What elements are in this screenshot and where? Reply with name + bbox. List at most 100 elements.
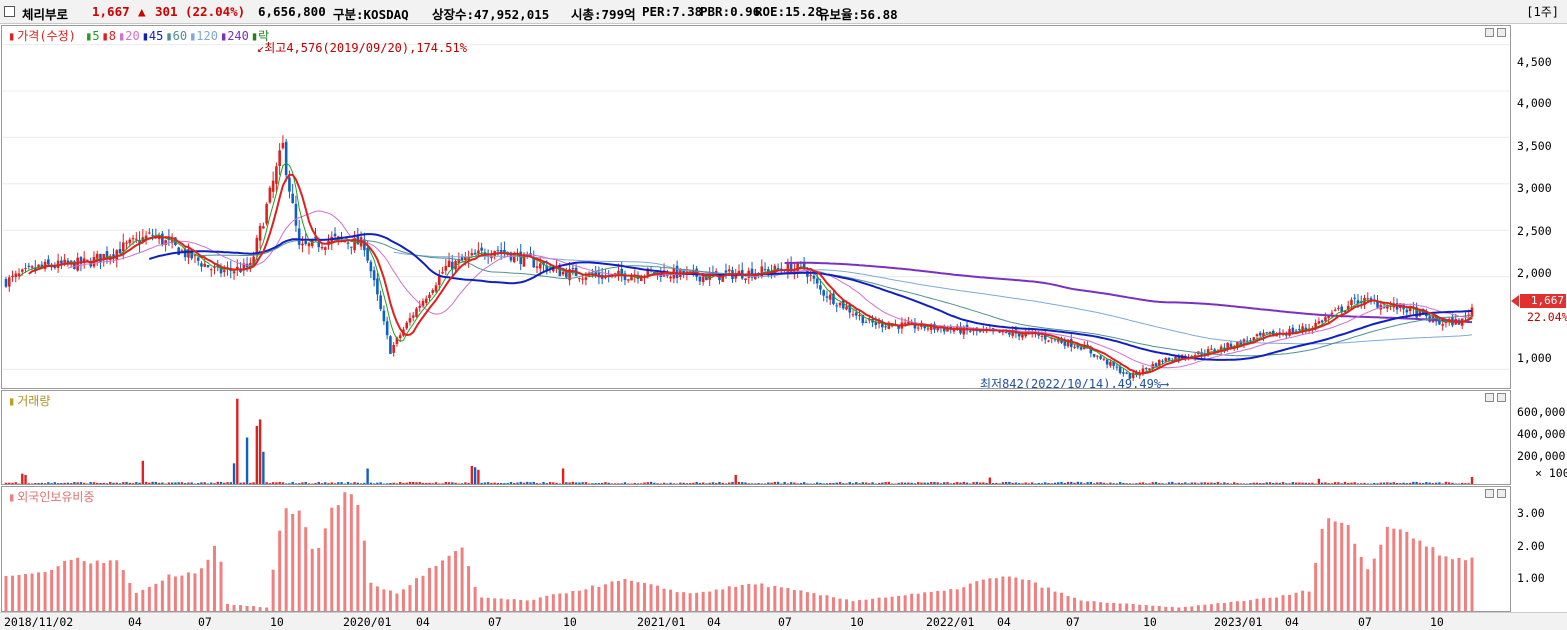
candle	[350, 246, 353, 255]
candle-body	[519, 251, 523, 265]
foreign-bar	[629, 580, 633, 611]
panel-close-icon[interactable]	[1497, 28, 1506, 37]
volume-bar	[1079, 482, 1083, 484]
candle-body	[630, 275, 633, 281]
volume-bar	[408, 481, 412, 484]
foreign-bar	[1294, 592, 1298, 611]
volume-bar	[284, 483, 288, 484]
foreign-bar	[1327, 518, 1331, 611]
foreign-bar	[1131, 604, 1135, 611]
ma-line-120	[393, 251, 1473, 345]
foreign-bar	[330, 507, 334, 611]
candle	[535, 260, 539, 274]
volume-bar	[34, 483, 37, 484]
foreign-bar	[616, 580, 620, 611]
candle-body	[1330, 312, 1334, 315]
candle	[363, 232, 366, 257]
candle-body	[1053, 339, 1057, 341]
volume-bar	[802, 482, 806, 484]
select-checkbox[interactable]	[4, 6, 15, 17]
volume-bar	[610, 483, 614, 484]
panel-minimize-icon[interactable]	[1485, 393, 1494, 402]
candle	[750, 261, 754, 281]
volume-bar	[1158, 483, 1161, 484]
volume-bar	[1070, 481, 1073, 484]
candle-body	[11, 275, 14, 278]
foreign-bar	[766, 587, 770, 611]
candle-body	[1167, 357, 1171, 361]
foreign-bar	[610, 581, 614, 611]
candle-body	[594, 272, 597, 275]
candle-body	[161, 233, 164, 245]
foreign-bar	[1196, 605, 1200, 611]
candle	[385, 316, 389, 340]
volume-bar	[115, 482, 118, 484]
candle-body	[288, 177, 291, 192]
volume-bar	[1184, 482, 1187, 484]
candle-body	[441, 272, 444, 274]
candle-body	[881, 321, 884, 328]
volume-bar	[226, 482, 229, 484]
candle	[1304, 323, 1308, 335]
foreign-bar	[284, 508, 288, 611]
price-y-axis: 4,500 4,000 3,500 3,000 2,500 2,000 1,00…	[1511, 25, 1567, 389]
volume-bar	[405, 482, 408, 484]
period-button[interactable]: [1주]	[1526, 5, 1559, 19]
volume-bar	[157, 482, 161, 484]
panel-close-icon[interactable]	[1497, 393, 1506, 402]
foreign-bar	[1262, 598, 1266, 611]
volume-bar	[1281, 481, 1285, 484]
candle-body	[1109, 361, 1112, 366]
foreign-ownership-panel[interactable]: ▮ 외국인보유비중	[1, 486, 1511, 612]
reserve-ratio: 유보율:56.88	[818, 7, 898, 22]
candle-body	[877, 321, 881, 324]
volume-bar	[1053, 482, 1057, 484]
panel-minimize-icon[interactable]	[1485, 28, 1494, 37]
y-tick: 400,000	[1517, 427, 1566, 441]
volume-bar	[887, 481, 891, 484]
candle	[418, 300, 422, 312]
volume-bar	[63, 482, 66, 484]
candle-body	[1470, 307, 1474, 317]
volume-bar	[939, 483, 943, 484]
candle-body	[470, 253, 474, 256]
candle-body	[760, 266, 764, 277]
volume-bar	[943, 482, 946, 484]
panel-close-icon[interactable]	[1497, 489, 1506, 498]
candle-body	[151, 234, 154, 236]
candle-body	[454, 260, 457, 270]
candle-body	[385, 321, 389, 336]
volume-bar	[903, 482, 907, 484]
volume-bar	[131, 483, 135, 484]
y-tick: 2,000	[1517, 266, 1552, 280]
foreign-bar	[1118, 603, 1122, 611]
candle	[884, 324, 887, 330]
candle	[11, 270, 14, 282]
foreign-bar	[727, 586, 731, 611]
foreign-bar	[473, 586, 477, 611]
stock-name[interactable]: 체리부로	[22, 7, 69, 22]
volume-panel[interactable]: ▮ 거래량	[1, 390, 1511, 485]
volume-bar	[1190, 482, 1194, 484]
volume-bar	[1099, 482, 1102, 484]
candle	[372, 266, 376, 287]
candle	[499, 242, 503, 260]
volume-bar	[1017, 483, 1021, 484]
volume-bar	[666, 483, 669, 484]
foreign-bar	[1014, 577, 1018, 611]
foreign-bar	[734, 586, 738, 611]
volume-bar	[1242, 483, 1246, 484]
candle-body	[721, 273, 725, 282]
foreign-bar	[382, 589, 386, 611]
volume-bar	[871, 482, 874, 484]
foreign-bar	[597, 586, 601, 611]
candle-body	[196, 257, 200, 261]
volume-bar	[949, 483, 952, 484]
candle	[24, 263, 27, 273]
volume-bar	[486, 482, 490, 484]
volume-bar	[1327, 483, 1330, 484]
candle-body	[164, 240, 167, 245]
panel-minimize-icon[interactable]	[1485, 489, 1494, 498]
price-panel[interactable]: ▮ 가격(수정) ▮5 ▮8 ▮20 ▮45 ▮60 ▮120 ▮240 ▮락 ↙최고4,576…	[1, 25, 1511, 389]
volume-bar	[298, 483, 301, 484]
